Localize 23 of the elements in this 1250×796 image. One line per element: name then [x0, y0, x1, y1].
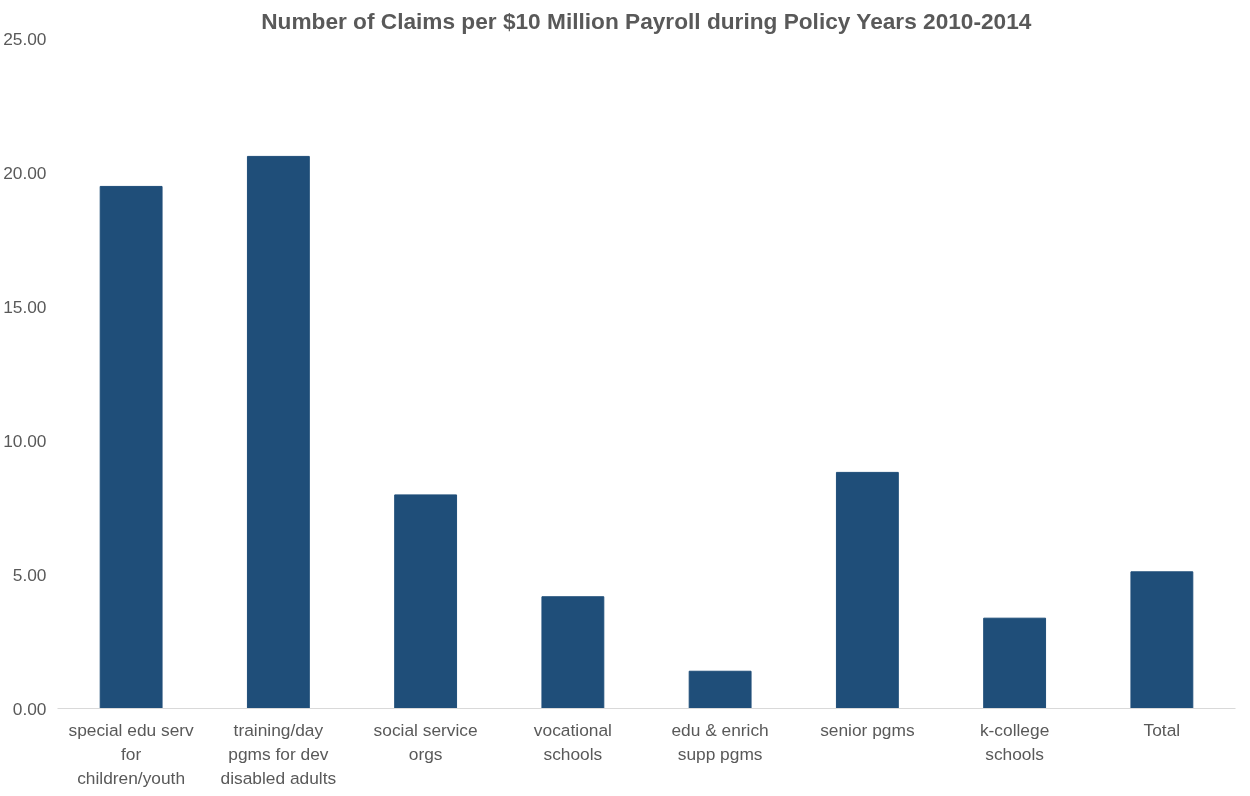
x-tick-label: vocational schools: [533, 719, 612, 764]
y-tick-label: 5.00: [12, 564, 47, 585]
y-tick-label: 0.00: [12, 698, 47, 719]
y-tick-label: 25.00: [3, 28, 47, 49]
bar: [983, 617, 1047, 709]
y-tick-label: 15.00: [3, 296, 47, 317]
x-tick-label: senior pgms: [820, 719, 915, 740]
bar: [1130, 571, 1194, 709]
bar: [835, 471, 899, 709]
x-tick-label: special edu serv for children/youth: [68, 719, 195, 788]
x-tick-label: k-college schools: [979, 719, 1050, 764]
y-tick-label: 20.00: [3, 162, 47, 183]
x-tick-label: social service orgs: [373, 719, 478, 764]
bar: [688, 670, 752, 709]
bar: [99, 185, 163, 709]
bar: [394, 494, 458, 709]
x-tick-label: Total: [1143, 719, 1181, 740]
x-tick-label: training/day pgms for dev disabled adults: [220, 719, 337, 788]
y-tick-label: 10.00: [3, 430, 47, 451]
bar: [246, 155, 310, 709]
x-tick-label: edu & enrich supp pgms: [671, 719, 769, 764]
chart-title: Number of Claims per $10 Million Payroll during Policy Years 2010-2014: [261, 7, 1032, 34]
bar: [541, 596, 605, 709]
